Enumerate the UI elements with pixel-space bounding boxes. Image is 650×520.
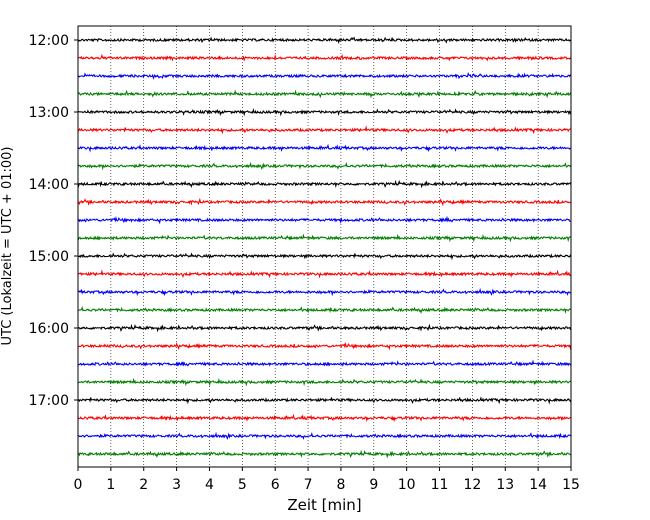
x-tick-label: 12: [463, 477, 481, 493]
x-tick-label: 8: [336, 477, 345, 493]
y-tick-label: 16:00: [29, 321, 69, 337]
trace-1330: [77, 143, 572, 153]
x-tick-label: 3: [172, 477, 181, 493]
x-tick-label: 7: [304, 477, 313, 493]
trace-1715: [77, 413, 572, 423]
trace-1730: [77, 431, 572, 440]
y-axis: 12:00 13:00 14:00 15:00 16:00 17:00: [29, 33, 78, 409]
trace-1745: [77, 449, 572, 459]
y-tick-label: 17:00: [29, 393, 69, 409]
trace-1530: [77, 287, 572, 297]
x-tick-label: 11: [431, 477, 449, 493]
trace-1300: [77, 108, 572, 117]
x-axis-title: Zeit [min]: [287, 496, 361, 514]
x-axis: 0 1 2 3 4 5 6 7 8 9 10 11 12 13 14 15: [74, 467, 580, 493]
trace-1415: [77, 197, 572, 207]
y-tick-label: 13:00: [29, 105, 69, 121]
x-tick-label: 15: [562, 477, 580, 493]
trace-1400: [77, 179, 572, 189]
x-tick-label: 10: [398, 477, 416, 493]
trace-1545: [77, 306, 572, 315]
trace-1700: [77, 396, 572, 405]
x-tick-label: 6: [271, 477, 280, 493]
x-tick-label: 4: [205, 477, 214, 493]
x-tick-label: 2: [139, 477, 148, 493]
trace-1500: [77, 252, 572, 261]
trace-1315: [77, 125, 572, 135]
traces-group: [77, 36, 572, 459]
x-tick-label: 1: [106, 477, 115, 493]
x-tick-label: 9: [369, 477, 378, 493]
trace-1200: [77, 36, 572, 45]
y-axis-title: UTC (Lokalzeit = UTC + 01:00): [0, 147, 15, 346]
trace-1345: [77, 161, 572, 171]
x-tick-label: 13: [496, 477, 514, 493]
trace-1445: [77, 233, 572, 243]
trace-1230: [77, 71, 572, 80]
x-tick-label: 0: [74, 477, 83, 493]
trace-1245: [77, 89, 572, 99]
plot-frame: [77, 25, 572, 468]
y-tick-label: 15:00: [29, 249, 69, 265]
y-tick-label: 12:00: [29, 33, 69, 49]
trace-1645: [77, 377, 572, 387]
trace-1215: [77, 53, 572, 62]
x-tick-label: 5: [238, 477, 247, 493]
trace-1615: [77, 342, 572, 351]
trace-1430: [77, 215, 571, 225]
trace-1515: [77, 269, 572, 279]
trace-1630: [77, 359, 572, 367]
trace-1600: [77, 323, 572, 333]
x-tick-label: 14: [529, 477, 547, 493]
y-tick-label: 14:00: [29, 177, 69, 193]
